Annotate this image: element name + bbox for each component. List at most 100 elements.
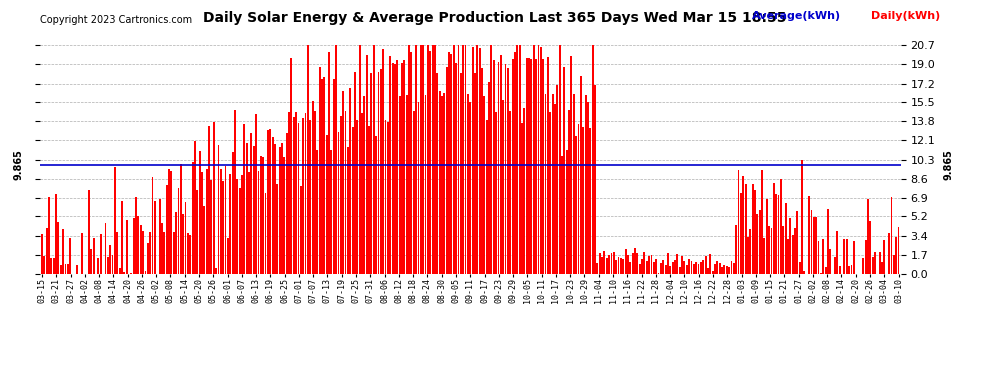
Bar (455, 63, 457, 274)
Bar (763, 238, 765, 274)
Bar (695, 261, 697, 274)
Bar (474, 72, 476, 274)
Bar (493, 60, 495, 274)
Bar (358, 45, 360, 274)
Bar (867, 199, 869, 274)
Bar (862, 258, 864, 274)
Bar (460, 73, 461, 274)
Bar (813, 217, 815, 274)
Bar (346, 147, 348, 274)
Bar (502, 100, 504, 274)
Bar (314, 111, 316, 274)
Bar (681, 256, 683, 274)
Bar (773, 183, 775, 274)
Bar (837, 231, 839, 274)
Bar (97, 258, 99, 274)
Bar (898, 227, 900, 274)
Bar (551, 94, 553, 274)
Bar (196, 190, 198, 274)
Bar (418, 102, 420, 274)
Bar (368, 126, 370, 274)
Bar (448, 52, 450, 274)
Bar (401, 63, 403, 274)
Bar (222, 181, 224, 274)
Bar (262, 157, 264, 274)
Bar (50, 258, 52, 274)
Bar (114, 168, 116, 274)
Bar (481, 68, 483, 274)
Bar (427, 45, 429, 274)
Bar (213, 122, 215, 274)
Bar (305, 114, 307, 274)
Bar (601, 257, 603, 274)
Bar (290, 58, 292, 274)
Bar (671, 262, 673, 274)
Bar (749, 229, 751, 274)
Bar (382, 50, 384, 274)
Bar (811, 210, 813, 274)
Bar (707, 268, 709, 274)
Bar (660, 263, 661, 274)
Bar (349, 88, 351, 274)
Bar (702, 260, 704, 274)
Bar (237, 179, 239, 274)
Bar (116, 232, 118, 274)
Bar (674, 260, 676, 274)
Bar (490, 45, 492, 274)
Bar (394, 64, 396, 274)
Bar (606, 258, 608, 274)
Bar (173, 232, 174, 274)
Bar (175, 212, 177, 274)
Bar (244, 124, 246, 274)
Bar (399, 96, 401, 274)
Bar (220, 169, 222, 274)
Bar (276, 184, 278, 274)
Bar (566, 150, 567, 274)
Bar (158, 200, 160, 274)
Bar (561, 156, 563, 274)
Bar (872, 257, 873, 274)
Text: Average(kWh): Average(kWh) (752, 11, 842, 21)
Bar (44, 256, 46, 274)
Bar (509, 111, 511, 274)
Bar (415, 45, 417, 274)
Bar (324, 76, 326, 274)
Bar (336, 45, 337, 274)
Bar (768, 226, 770, 274)
Bar (521, 123, 523, 274)
Bar (271, 137, 273, 274)
Bar (825, 267, 827, 274)
Bar (361, 113, 363, 274)
Bar (498, 62, 499, 274)
Bar (864, 240, 866, 274)
Bar (648, 256, 650, 274)
Bar (351, 127, 353, 274)
Bar (309, 120, 311, 274)
Bar (818, 241, 820, 274)
Bar (801, 160, 803, 274)
Bar (62, 229, 64, 274)
Bar (676, 254, 678, 274)
Bar (536, 59, 538, 274)
Bar (471, 47, 473, 274)
Bar (389, 56, 391, 274)
Bar (850, 265, 852, 274)
Bar (698, 264, 700, 274)
Bar (613, 252, 615, 274)
Bar (168, 169, 170, 274)
Bar (761, 170, 763, 274)
Bar (259, 156, 261, 274)
Bar (729, 267, 730, 274)
Bar (770, 228, 772, 274)
Bar (408, 45, 410, 274)
Bar (540, 47, 542, 274)
Bar (618, 257, 620, 274)
Bar (639, 264, 641, 274)
Bar (843, 238, 845, 274)
Bar (620, 258, 622, 274)
Bar (319, 67, 321, 274)
Bar (298, 123, 299, 274)
Bar (738, 170, 740, 274)
Bar (182, 214, 184, 274)
Bar (131, 273, 133, 274)
